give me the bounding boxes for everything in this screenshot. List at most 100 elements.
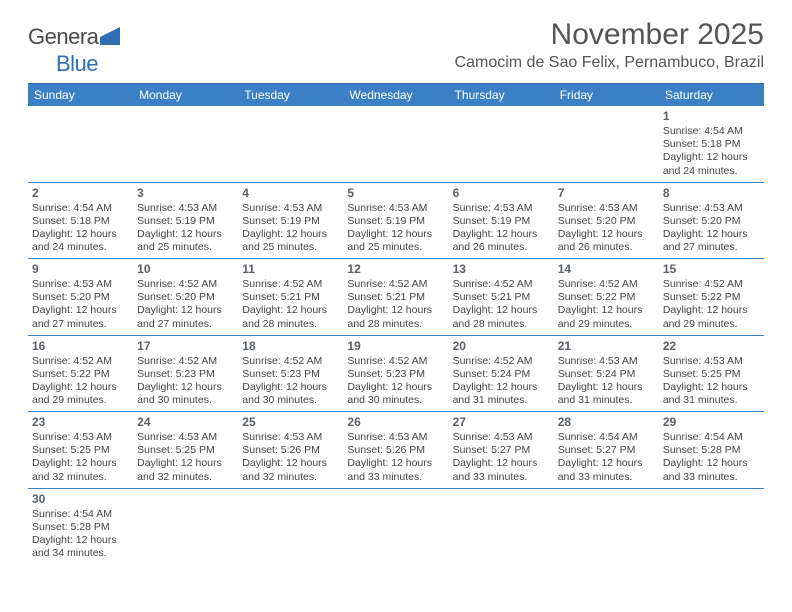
calendar-cell [133,488,238,564]
calendar-cell: 2Sunrise: 4:54 AMSunset: 5:18 PMDaylight… [28,182,133,259]
sunrise-line: Sunrise: 4:52 AM [32,355,129,368]
calendar-cell: 4Sunrise: 4:53 AMSunset: 5:19 PMDaylight… [238,182,343,259]
sunset-line: Sunset: 5:18 PM [663,138,760,151]
day-number: 22 [663,339,760,354]
calendar-cell: 5Sunrise: 4:53 AMSunset: 5:19 PMDaylight… [343,182,448,259]
daylight-line: Daylight: 12 hours and 29 minutes. [32,381,129,407]
sunrise-line: Sunrise: 4:54 AM [32,202,129,215]
daylight-line: Daylight: 12 hours and 27 minutes. [32,304,129,330]
daylight-line: Daylight: 12 hours and 26 minutes. [453,228,550,254]
sunrise-line: Sunrise: 4:53 AM [32,278,129,291]
sunset-line: Sunset: 5:20 PM [32,291,129,304]
calendar-cell: 13Sunrise: 4:52 AMSunset: 5:21 PMDayligh… [449,259,554,336]
sunrise-line: Sunrise: 4:52 AM [453,278,550,291]
calendar-cell [343,106,448,182]
calendar-cell: 7Sunrise: 4:53 AMSunset: 5:20 PMDaylight… [554,182,659,259]
sunrise-line: Sunrise: 4:52 AM [137,278,234,291]
sunset-line: Sunset: 5:22 PM [32,368,129,381]
calendar-cell: 3Sunrise: 4:53 AMSunset: 5:19 PMDaylight… [133,182,238,259]
sunrise-line: Sunrise: 4:53 AM [347,202,444,215]
calendar-cell: 30Sunrise: 4:54 AMSunset: 5:28 PMDayligh… [28,488,133,564]
sunset-line: Sunset: 5:27 PM [558,444,655,457]
sunset-line: Sunset: 5:24 PM [558,368,655,381]
daylight-line: Daylight: 12 hours and 32 minutes. [137,457,234,483]
day-number: 29 [663,415,760,430]
day-number: 28 [558,415,655,430]
day-number: 11 [242,262,339,277]
sunset-line: Sunset: 5:21 PM [453,291,550,304]
sunrise-line: Sunrise: 4:54 AM [663,125,760,138]
calendar-cell [554,106,659,182]
day-number: 4 [242,186,339,201]
daylight-line: Daylight: 12 hours and 24 minutes. [663,151,760,177]
sunset-line: Sunset: 5:21 PM [347,291,444,304]
day-number: 1 [663,109,760,124]
sunset-line: Sunset: 5:25 PM [32,444,129,457]
sunrise-line: Sunrise: 4:53 AM [558,202,655,215]
calendar-cell: 23Sunrise: 4:53 AMSunset: 5:25 PMDayligh… [28,412,133,489]
calendar-cell: 24Sunrise: 4:53 AMSunset: 5:25 PMDayligh… [133,412,238,489]
daylight-line: Daylight: 12 hours and 25 minutes. [242,228,339,254]
day-number: 6 [453,186,550,201]
day-header: Sunday [28,84,133,106]
calendar-cell: 18Sunrise: 4:52 AMSunset: 5:23 PMDayligh… [238,335,343,412]
daylight-line: Daylight: 12 hours and 33 minutes. [663,457,760,483]
calendar-cell [659,488,764,564]
sunset-line: Sunset: 5:21 PM [242,291,339,304]
calendar-cell: 10Sunrise: 4:52 AMSunset: 5:20 PMDayligh… [133,259,238,336]
calendar-cell: 22Sunrise: 4:53 AMSunset: 5:25 PMDayligh… [659,335,764,412]
sunrise-line: Sunrise: 4:52 AM [558,278,655,291]
calendar-cell [449,488,554,564]
day-number: 25 [242,415,339,430]
daylight-line: Daylight: 12 hours and 32 minutes. [32,457,129,483]
sunset-line: Sunset: 5:19 PM [453,215,550,228]
day-header: Monday [133,84,238,106]
sunrise-line: Sunrise: 4:54 AM [32,508,129,521]
sunrise-line: Sunrise: 4:52 AM [663,278,760,291]
sunrise-line: Sunrise: 4:53 AM [32,431,129,444]
calendar-cell: 20Sunrise: 4:52 AMSunset: 5:24 PMDayligh… [449,335,554,412]
logo: GeneraBlue [28,24,122,77]
daylight-line: Daylight: 12 hours and 31 minutes. [558,381,655,407]
calendar-cell: 15Sunrise: 4:52 AMSunset: 5:22 PMDayligh… [659,259,764,336]
calendar-cell [343,488,448,564]
sunset-line: Sunset: 5:28 PM [663,444,760,457]
day-number: 10 [137,262,234,277]
sunrise-line: Sunrise: 4:52 AM [242,278,339,291]
sunset-line: Sunset: 5:23 PM [137,368,234,381]
calendar-cell: 8Sunrise: 4:53 AMSunset: 5:20 PMDaylight… [659,182,764,259]
day-header: Friday [554,84,659,106]
calendar-cell: 11Sunrise: 4:52 AMSunset: 5:21 PMDayligh… [238,259,343,336]
sunset-line: Sunset: 5:18 PM [32,215,129,228]
daylight-line: Daylight: 12 hours and 27 minutes. [663,228,760,254]
sunrise-line: Sunrise: 4:53 AM [453,202,550,215]
day-number: 14 [558,262,655,277]
day-header: Tuesday [238,84,343,106]
sunrise-line: Sunrise: 4:54 AM [558,431,655,444]
sunset-line: Sunset: 5:25 PM [137,444,234,457]
sunset-line: Sunset: 5:22 PM [558,291,655,304]
calendar-cell: 12Sunrise: 4:52 AMSunset: 5:21 PMDayligh… [343,259,448,336]
daylight-line: Daylight: 12 hours and 27 minutes. [137,304,234,330]
daylight-line: Daylight: 12 hours and 32 minutes. [242,457,339,483]
page-title: November 2025 [455,18,764,52]
day-number: 27 [453,415,550,430]
daylight-line: Daylight: 12 hours and 30 minutes. [242,381,339,407]
sunset-line: Sunset: 5:26 PM [347,444,444,457]
calendar-table: SundayMondayTuesdayWednesdayThursdayFrid… [28,84,764,564]
sunrise-line: Sunrise: 4:53 AM [558,355,655,368]
calendar-cell [554,488,659,564]
sunset-line: Sunset: 5:22 PM [663,291,760,304]
sunrise-line: Sunrise: 4:53 AM [242,431,339,444]
day-number: 9 [32,262,129,277]
sunset-line: Sunset: 5:19 PM [242,215,339,228]
calendar-cell [238,106,343,182]
sunrise-line: Sunrise: 4:53 AM [347,431,444,444]
calendar-cell [28,106,133,182]
calendar-cell: 28Sunrise: 4:54 AMSunset: 5:27 PMDayligh… [554,412,659,489]
sunset-line: Sunset: 5:24 PM [453,368,550,381]
day-number: 7 [558,186,655,201]
sunrise-line: Sunrise: 4:53 AM [137,431,234,444]
day-number: 5 [347,186,444,201]
location-subtitle: Camocim de Sao Felix, Pernambuco, Brazil [455,54,764,72]
